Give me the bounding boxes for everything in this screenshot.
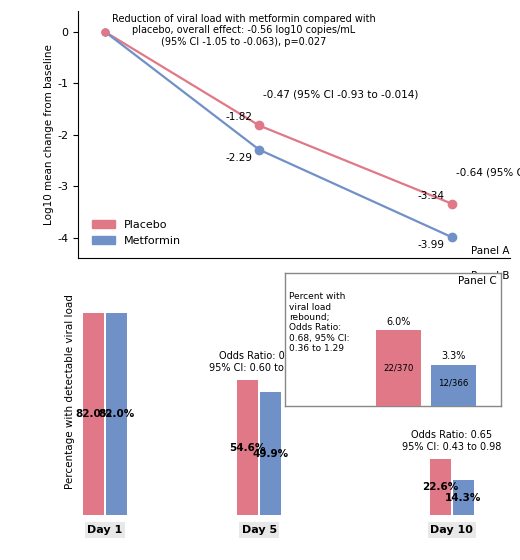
Legend: Placebo, Metformin: Placebo, Metformin — [88, 216, 185, 250]
Text: Odds Ratio: 0.65
95% CI: 0.43 to 0.98: Odds Ratio: 0.65 95% CI: 0.43 to 0.98 — [402, 430, 501, 452]
Y-axis label: Log10 mean change from baseline: Log10 mean change from baseline — [44, 44, 55, 225]
Text: Day 5: Day 5 — [242, 525, 277, 535]
Text: Odds Ratio: 0.79
95% CI: 0.60 to 1.05: Odds Ratio: 0.79 95% CI: 0.60 to 1.05 — [210, 351, 309, 373]
Bar — [237, 380, 258, 515]
Bar — [453, 480, 474, 515]
Text: -1.82: -1.82 — [225, 113, 252, 123]
Text: -0.47 (95% CI -0.93 to -0.014): -0.47 (95% CI -0.93 to -0.014) — [263, 90, 419, 100]
Text: -3.34: -3.34 — [418, 190, 445, 200]
Text: 14.3%: 14.3% — [445, 493, 482, 502]
Text: 54.6%: 54.6% — [229, 443, 266, 452]
Text: 49.9%: 49.9% — [253, 449, 289, 459]
Y-axis label: Percentage with detectable viral load: Percentage with detectable viral load — [65, 294, 75, 489]
Text: -3.99: -3.99 — [418, 240, 445, 250]
Text: 82.0%: 82.0% — [98, 409, 135, 419]
Text: -2.29: -2.29 — [225, 153, 252, 163]
Bar — [430, 459, 451, 515]
Text: Panel A: Panel A — [471, 246, 510, 256]
Text: Day 10: Day 10 — [431, 525, 473, 535]
Text: Day 1: Day 1 — [87, 525, 123, 535]
Text: Reduction of viral load with metformin compared with
placebo, overall effect: -0: Reduction of viral load with metformin c… — [112, 14, 375, 47]
Text: Panel B: Panel B — [471, 270, 510, 281]
Text: 82.0%: 82.0% — [75, 409, 111, 419]
Bar — [83, 312, 104, 515]
Bar — [260, 392, 281, 515]
Text: 22.6%: 22.6% — [422, 482, 458, 492]
Text: -0.64 (95% CI -1.42 to 0.13): -0.64 (95% CI -1.42 to 0.13) — [456, 168, 520, 178]
Bar — [106, 312, 127, 515]
